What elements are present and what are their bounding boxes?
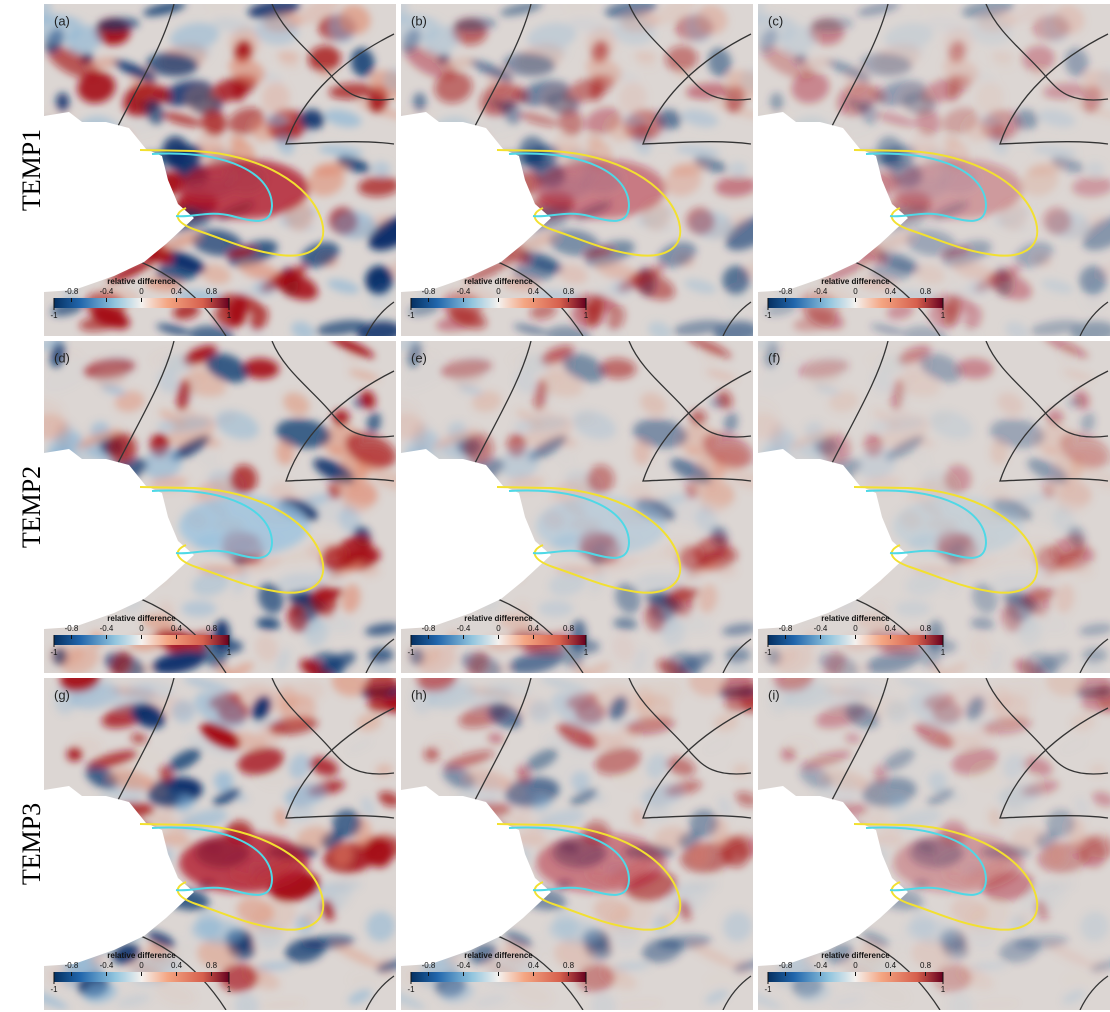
colorbar-end-label: -1 (407, 648, 415, 657)
colorbar-tick-label: -0.4 (100, 961, 114, 970)
colorbar-end-label: -1 (50, 311, 58, 320)
map-panel: (d) relative difference -0.8 -0.4 0 0.4 0.8 -1 1 (21, 332, 412, 685)
colorbar-end-label: 1 (941, 311, 946, 320)
panel-label: (g) (54, 687, 70, 702)
colorbar-tick-label: -0.8 (779, 287, 793, 296)
colorbar-tick-label: -0.8 (65, 287, 79, 296)
colorbar-title: relative difference (464, 614, 533, 623)
colorbar-tick-label: 0.8 (563, 287, 575, 296)
colorbar-tick-label: -0.8 (65, 961, 79, 970)
colorbar-tick-label: 0.8 (563, 624, 575, 633)
colorbar-tick-label: 0.8 (920, 961, 932, 970)
panel-label: (h) (411, 687, 427, 702)
map-panel: (f) relative difference -0.8 -0.4 0 0.4 0.8 -1 1 (735, 332, 1110, 685)
panel-label: (b) (411, 13, 427, 28)
colorbar-tick-label: -0.8 (779, 624, 793, 633)
colorbar-end-label: -1 (764, 985, 772, 994)
colorbar-tick-label: 0.4 (528, 961, 540, 970)
colorbar-tick-label: 0 (139, 961, 144, 970)
colorbar-tick-label: 0.8 (206, 961, 218, 970)
colorbar-end-label: 1 (227, 648, 232, 657)
blob (895, 601, 930, 617)
panel-label: (e) (411, 350, 427, 365)
panel-label: (f) (768, 350, 780, 365)
colorbar-end-label: 1 (227, 311, 232, 320)
colorbar-end-label: -1 (50, 985, 58, 994)
colorbar-tick-label: 0.4 (885, 287, 897, 296)
colorbar-tick-label: -0.8 (422, 961, 436, 970)
colorbar-tick-label: -0.4 (457, 961, 471, 970)
figure: TEMP1TEMP2TEMP3(a)relative difference-0.… (0, 0, 1110, 1012)
row-label: TEMP3 (17, 803, 46, 885)
row-label: TEMP2 (17, 466, 46, 548)
panel-label: (a) (54, 13, 70, 28)
colorbar-tick-label: -0.4 (100, 287, 114, 296)
colorbar-title: relative difference (107, 277, 176, 286)
colorbar-tick-label: 0.8 (206, 624, 218, 633)
colorbar-tick-label: 0.8 (920, 624, 932, 633)
colorbar-title: relative difference (821, 614, 890, 623)
panel-label: (c) (768, 13, 783, 28)
blob (181, 601, 216, 617)
colorbar-tick-label: 0.4 (885, 624, 897, 633)
colorbar-end-label: -1 (764, 311, 772, 320)
colorbar-tick-label: -0.4 (457, 287, 471, 296)
colorbar-tick-label: -0.8 (65, 624, 79, 633)
map-panel: (c) relative difference -0.8 -0.4 0 0.4 0.8 -1 1 (736, 0, 1110, 353)
colorbar-tick-label: 0.4 (528, 624, 540, 633)
map-panel: (i) relative difference -0.8 -0.4 0 0.4 0.8 -1 1 (733, 661, 1110, 1012)
colorbar-end-label: -1 (407, 311, 415, 320)
colorbar-end-label: -1 (50, 648, 58, 657)
colorbar-end-label: 1 (941, 648, 946, 657)
colorbar-tick-label: 0 (139, 624, 144, 633)
colorbar-title: relative difference (107, 951, 176, 960)
colorbar-tick-label: 0 (853, 961, 858, 970)
colorbar-tick-label: -0.4 (814, 624, 828, 633)
colorbar-end-label: 1 (584, 648, 589, 657)
colorbar-tick-label: 0 (496, 624, 501, 633)
colorbar-title: relative difference (464, 277, 533, 286)
panel-label: (i) (768, 687, 780, 702)
map-panel: (h) relative difference -0.8 -0.4 0 0.4 0.8 -1 1 (376, 661, 779, 1012)
colorbar-end-label: 1 (584, 311, 589, 320)
colorbar-tick-label: -0.8 (422, 287, 436, 296)
colorbar-end-label: -1 (407, 985, 415, 994)
colorbar-title: relative difference (821, 277, 890, 286)
colorbar-tick-label: 0.4 (171, 624, 183, 633)
map-panel: (g) relative difference -0.8 -0.4 0 0.4 0.8 -1 1 (19, 661, 422, 1012)
colorbar-title: relative difference (107, 614, 176, 623)
colorbar-tick-label: 0.8 (563, 961, 575, 970)
colorbar-end-label: 1 (941, 985, 946, 994)
colorbar-tick-label: 0.8 (206, 287, 218, 296)
colorbar-tick-label: 0.4 (528, 287, 540, 296)
colorbar-tick-label: -0.4 (814, 287, 828, 296)
colorbar-tick-label: -0.4 (100, 624, 114, 633)
colorbar-tick-label: 0.8 (920, 287, 932, 296)
row-label: TEMP1 (17, 129, 46, 211)
colorbar-title: relative difference (464, 951, 533, 960)
colorbar-end-label: 1 (584, 985, 589, 994)
blob (538, 601, 573, 617)
colorbar-tick-label: -0.8 (779, 961, 793, 970)
colorbar-tick-label: 0 (496, 287, 501, 296)
colorbar-end-label: -1 (764, 648, 772, 657)
colorbar-tick-label: 0 (853, 287, 858, 296)
colorbar-tick-label: -0.4 (814, 961, 828, 970)
map-panel: (a) relative difference -0.8 -0.4 0 0.4 0.8 -1 1 (22, 0, 422, 353)
colorbar-tick-label: 0.4 (171, 287, 183, 296)
map-panel: (e) relative difference -0.8 -0.4 0 0.4 0.8 -1 1 (378, 332, 769, 685)
colorbar-tick-label: -0.8 (422, 624, 436, 633)
colorbar-tick-label: 0 (139, 287, 144, 296)
colorbar-tick-label: -0.4 (457, 624, 471, 633)
map-panel: (b) relative difference -0.8 -0.4 0 0.4 0.8 -1 1 (379, 0, 779, 353)
colorbar-tick-label: 0 (853, 624, 858, 633)
panel-label: (d) (54, 350, 70, 365)
colorbar-tick-label: 0.4 (885, 961, 897, 970)
colorbar-tick-label: 0 (496, 961, 501, 970)
colorbar-title: relative difference (821, 951, 890, 960)
colorbar-end-label: 1 (227, 985, 232, 994)
colorbar-tick-label: 0.4 (171, 961, 183, 970)
